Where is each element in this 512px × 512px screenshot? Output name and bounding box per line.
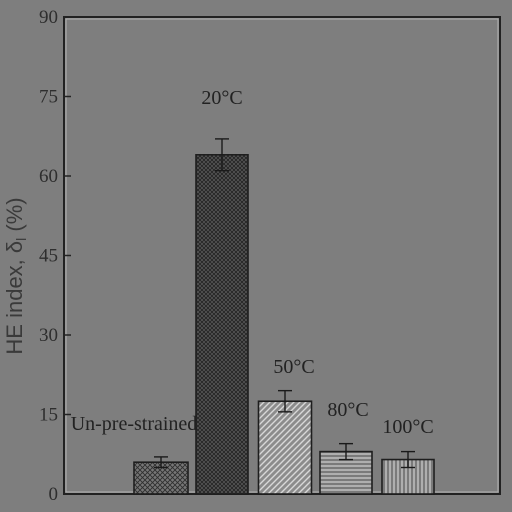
y-tick-label: 45 xyxy=(39,246,58,267)
y-tick-label: 60 xyxy=(39,166,58,187)
bar-label-3: 80°C xyxy=(327,399,368,421)
y-tick-label: 90 xyxy=(39,7,58,28)
bar-label-4: 100°C xyxy=(382,416,433,438)
y-tick-label: 75 xyxy=(39,87,58,108)
bar-1 xyxy=(195,154,249,495)
bar-3 xyxy=(319,450,373,495)
bar-2 xyxy=(257,400,313,495)
bar-label-1: 20°C xyxy=(201,87,242,109)
y-tick-label: 30 xyxy=(39,325,58,346)
y-tick-label: 0 xyxy=(49,484,59,505)
bar-label-0: Un-pre-strained xyxy=(71,413,198,435)
y-tick-label: 15 xyxy=(39,405,58,426)
y-axis-label: HE index, δl (%) xyxy=(2,197,29,354)
bar-label-2: 50°C xyxy=(273,356,314,378)
